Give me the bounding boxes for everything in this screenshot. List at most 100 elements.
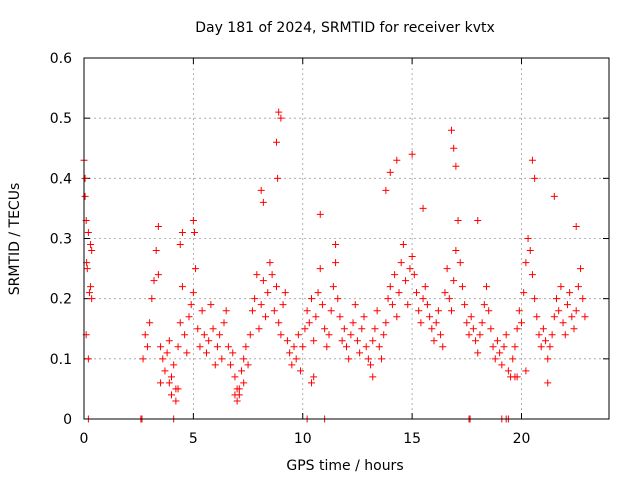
data-point bbox=[408, 253, 416, 261]
data-point bbox=[428, 325, 436, 333]
data-point bbox=[382, 319, 390, 327]
data-point bbox=[154, 271, 162, 279]
data-point bbox=[546, 343, 554, 351]
data-point bbox=[176, 241, 184, 249]
data-point bbox=[351, 301, 359, 309]
data-point bbox=[259, 277, 267, 285]
data-point bbox=[557, 283, 565, 291]
data-point bbox=[316, 265, 324, 273]
data-point bbox=[419, 204, 427, 212]
data-point bbox=[465, 331, 473, 339]
data-point bbox=[286, 349, 294, 357]
data-point bbox=[292, 355, 300, 363]
data-point bbox=[218, 355, 226, 363]
data-point bbox=[548, 331, 556, 339]
data-point bbox=[200, 331, 208, 339]
data-point bbox=[84, 228, 92, 236]
data-point bbox=[194, 325, 202, 333]
data-point bbox=[415, 307, 423, 315]
data-point bbox=[419, 295, 427, 303]
x-tick-label: 0 bbox=[80, 431, 89, 447]
data-point bbox=[572, 307, 580, 315]
data-point bbox=[294, 331, 302, 339]
data-point bbox=[537, 343, 545, 351]
data-point bbox=[397, 259, 405, 267]
data-point bbox=[520, 289, 528, 297]
data-point bbox=[432, 319, 440, 327]
data-point bbox=[235, 385, 243, 393]
data-point bbox=[323, 343, 331, 351]
data-point bbox=[240, 379, 248, 387]
x-tick-label: 20 bbox=[513, 431, 531, 447]
y-axis-label: SRMTID / TECUs bbox=[7, 183, 23, 296]
data-point bbox=[445, 295, 453, 303]
data-point bbox=[139, 355, 147, 363]
data-point bbox=[165, 379, 173, 387]
data-point bbox=[574, 283, 582, 291]
data-point bbox=[209, 325, 217, 333]
data-point bbox=[303, 307, 311, 315]
data-point bbox=[448, 126, 455, 134]
data-point bbox=[423, 301, 431, 309]
data-point bbox=[314, 289, 322, 297]
data-point bbox=[579, 295, 587, 303]
data-point bbox=[356, 349, 364, 357]
data-point bbox=[408, 150, 416, 158]
data-point bbox=[310, 337, 318, 345]
data-point bbox=[367, 361, 375, 369]
data-point bbox=[522, 259, 530, 267]
data-point bbox=[257, 186, 265, 194]
data-point bbox=[290, 343, 298, 351]
x-tick-label: 10 bbox=[294, 431, 312, 447]
data-point bbox=[430, 337, 438, 345]
data-point bbox=[251, 295, 259, 303]
data-point bbox=[255, 325, 263, 333]
data-point bbox=[395, 289, 403, 297]
data-point bbox=[88, 295, 96, 303]
data-point bbox=[281, 289, 289, 297]
data-point bbox=[275, 108, 283, 116]
data-point bbox=[380, 331, 388, 339]
data-point bbox=[224, 343, 232, 351]
data-point bbox=[338, 337, 346, 345]
y-tick-label: 0.1 bbox=[50, 352, 72, 368]
grid-lines bbox=[84, 58, 609, 419]
data-point bbox=[266, 259, 274, 267]
data-point bbox=[165, 337, 173, 345]
data-point bbox=[152, 247, 160, 255]
data-point bbox=[207, 301, 215, 309]
data-point bbox=[141, 331, 149, 339]
data-point bbox=[526, 247, 534, 255]
data-point bbox=[500, 343, 508, 351]
axis-ticks: 0 0.1 0.2 0.3 0.4 0.5 0.6 0 5 10 15 20 bbox=[50, 51, 609, 447]
data-point bbox=[168, 391, 175, 399]
data-point bbox=[572, 222, 580, 230]
data-point bbox=[148, 295, 156, 303]
data-point bbox=[375, 343, 383, 351]
data-point bbox=[373, 307, 381, 315]
plot-frame bbox=[83, 57, 610, 420]
data-point bbox=[472, 337, 480, 345]
data-point bbox=[216, 331, 224, 339]
data-point bbox=[268, 271, 276, 279]
data-point bbox=[461, 301, 469, 309]
data-point bbox=[386, 168, 394, 176]
data-point bbox=[493, 337, 501, 345]
data-point bbox=[561, 331, 569, 339]
x-axis-label: GPS time / hours bbox=[286, 458, 403, 474]
data-point bbox=[321, 325, 329, 333]
data-point bbox=[84, 355, 92, 363]
data-point bbox=[157, 379, 165, 387]
data-point bbox=[555, 307, 563, 315]
data-point bbox=[533, 313, 541, 321]
data-point bbox=[170, 361, 178, 369]
data-point bbox=[498, 361, 506, 369]
data-point bbox=[248, 307, 256, 315]
data-point bbox=[349, 319, 357, 327]
data-point bbox=[85, 289, 93, 297]
data-point bbox=[301, 325, 309, 333]
data-point bbox=[454, 216, 462, 224]
data-point bbox=[332, 241, 340, 249]
data-point bbox=[384, 295, 392, 303]
